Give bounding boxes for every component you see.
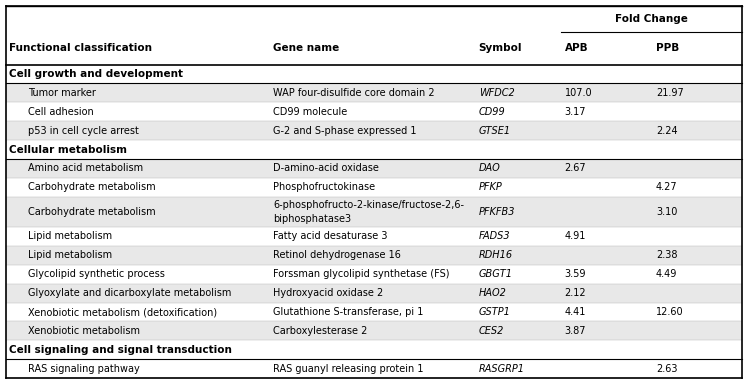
Text: 2.12: 2.12 [565, 288, 586, 298]
Text: Functional classification: Functional classification [9, 43, 152, 54]
Text: 2.38: 2.38 [656, 250, 678, 260]
Text: Carbohydrate metabolism: Carbohydrate metabolism [28, 207, 156, 217]
Bar [6, 6, 742, 65]
Text: Hydroxyacid oxidase 2: Hydroxyacid oxidase 2 [273, 288, 383, 298]
Text: 3.59: 3.59 [565, 269, 586, 279]
Text: 4.49: 4.49 [656, 269, 678, 279]
Text: Phosphofructokinase: Phosphofructokinase [273, 182, 375, 192]
Text: RASGRP1: RASGRP1 [479, 364, 524, 374]
Text: Forssman glycolipid synthetase (FS): Forssman glycolipid synthetase (FS) [273, 269, 450, 279]
Text: 21.97: 21.97 [656, 88, 684, 98]
Bar [6, 340, 742, 359]
Bar [6, 84, 742, 102]
Bar [6, 246, 742, 265]
Bar [6, 159, 742, 178]
Text: RDH16: RDH16 [479, 250, 513, 260]
Text: 3.87: 3.87 [565, 326, 586, 336]
Text: D-amino-acid oxidase: D-amino-acid oxidase [273, 163, 379, 174]
Bar [6, 321, 742, 340]
Text: 4.27: 4.27 [656, 182, 678, 192]
Bar [6, 140, 742, 159]
Text: 4.91: 4.91 [565, 231, 586, 241]
Text: DAO: DAO [479, 163, 500, 174]
Text: Gene name: Gene name [273, 43, 340, 54]
Text: FADS3: FADS3 [479, 231, 510, 241]
Text: HAO2: HAO2 [479, 288, 506, 298]
Bar [6, 121, 742, 140]
Bar [6, 102, 742, 121]
Text: 107.0: 107.0 [565, 88, 592, 98]
Text: 2.24: 2.24 [656, 126, 678, 136]
Text: 3.17: 3.17 [565, 107, 586, 117]
Text: Xenobiotic metabolism (detoxification): Xenobiotic metabolism (detoxification) [28, 307, 217, 317]
Text: Lipid metabolism: Lipid metabolism [28, 250, 111, 260]
Text: GBGT1: GBGT1 [479, 269, 512, 279]
Text: CD99: CD99 [479, 107, 506, 117]
Text: PFKFB3: PFKFB3 [479, 207, 515, 217]
Bar [6, 359, 742, 378]
Bar [6, 302, 742, 321]
Text: Cellular metabolism: Cellular metabolism [9, 144, 127, 155]
Text: WAP four-disulfide core domain 2: WAP four-disulfide core domain 2 [273, 88, 435, 98]
Text: Retinol dehydrogenase 16: Retinol dehydrogenase 16 [273, 250, 401, 260]
Text: Cell adhesion: Cell adhesion [28, 107, 94, 117]
Text: RAS guanyl releasing protein 1: RAS guanyl releasing protein 1 [273, 364, 423, 374]
Text: GTSE1: GTSE1 [479, 126, 511, 136]
Text: Carboxylesterase 2: Carboxylesterase 2 [273, 326, 367, 336]
Text: 4.41: 4.41 [565, 307, 586, 317]
Bar [6, 178, 742, 197]
Text: p53 in cell cycle arrest: p53 in cell cycle arrest [28, 126, 138, 136]
Text: CES2: CES2 [479, 326, 504, 336]
Bar [6, 65, 742, 84]
Text: GSTP1: GSTP1 [479, 307, 511, 317]
Text: RAS signaling pathway: RAS signaling pathway [28, 364, 139, 374]
Text: Carbohydrate metabolism: Carbohydrate metabolism [28, 182, 156, 192]
Bar [6, 227, 742, 246]
Text: 3.10: 3.10 [656, 207, 678, 217]
Text: Glutathione S-transferase, pi 1: Glutathione S-transferase, pi 1 [273, 307, 423, 317]
Text: Glyoxylate and dicarboxylate metabolism: Glyoxylate and dicarboxylate metabolism [28, 288, 231, 298]
Text: Symbol: Symbol [479, 43, 522, 54]
Text: 6-phosphofructo-2-kinase/fructose-2,6-: 6-phosphofructo-2-kinase/fructose-2,6- [273, 200, 464, 210]
Text: biphosphatase3: biphosphatase3 [273, 214, 351, 223]
Text: Lipid metabolism: Lipid metabolism [28, 231, 111, 241]
Text: Fold Change: Fold Change [615, 14, 688, 24]
Text: CD99 molecule: CD99 molecule [273, 107, 347, 117]
Text: 2.67: 2.67 [565, 163, 586, 174]
Text: Tumor marker: Tumor marker [28, 88, 96, 98]
Text: 12.60: 12.60 [656, 307, 684, 317]
Bar [6, 197, 742, 227]
Text: G-2 and S-phase expressed 1: G-2 and S-phase expressed 1 [273, 126, 417, 136]
Text: Xenobiotic metabolism: Xenobiotic metabolism [28, 326, 140, 336]
Text: Fatty acid desaturase 3: Fatty acid desaturase 3 [273, 231, 387, 241]
Text: 2.63: 2.63 [656, 364, 678, 374]
Text: PPB: PPB [656, 43, 679, 54]
Text: Glycolipid synthetic process: Glycolipid synthetic process [28, 269, 165, 279]
Text: Cell signaling and signal transduction: Cell signaling and signal transduction [9, 345, 232, 355]
Bar [6, 265, 742, 284]
Text: Amino acid metabolism: Amino acid metabolism [28, 163, 143, 174]
Text: WFDC2: WFDC2 [479, 88, 515, 98]
Text: APB: APB [565, 43, 589, 54]
Bar [6, 284, 742, 302]
Text: Cell growth and development: Cell growth and development [9, 69, 183, 79]
Text: PFKP: PFKP [479, 182, 503, 192]
